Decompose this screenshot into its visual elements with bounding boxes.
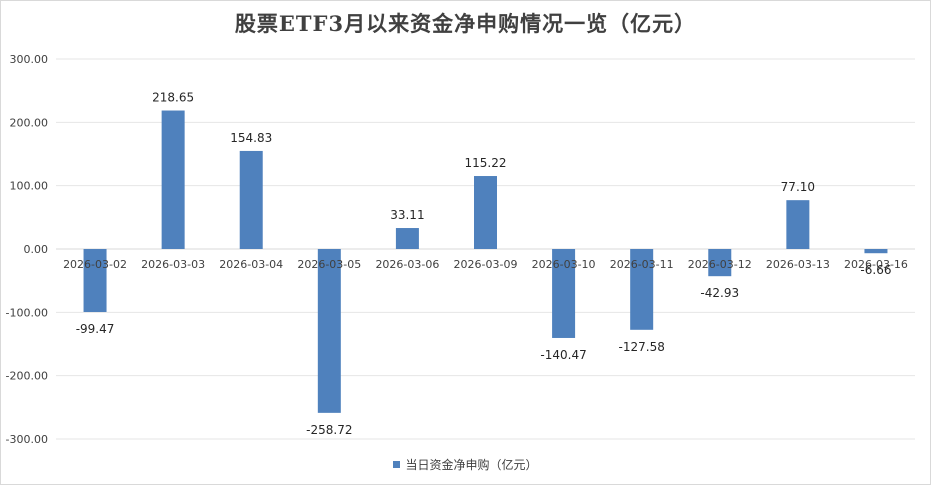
bar-2026-03-05 (317, 249, 341, 413)
y-tick-label: 200.00 (10, 116, 49, 129)
y-tick-label: -300.00 (6, 433, 48, 446)
y-tick-label: 300.00 (10, 53, 49, 66)
data-label: 33.11 (390, 208, 424, 222)
data-label: 77.10 (781, 180, 815, 194)
chart-title: 股票ETF3月以来资金净申购情况一览（亿元） (234, 11, 697, 36)
x-category-label: 2026-03-12 (688, 258, 752, 271)
x-category-label: 2026-03-02 (63, 258, 127, 271)
legend-label: 当日资金净申购（亿元） (405, 458, 538, 472)
x-category-label: 2026-03-16 (844, 258, 908, 271)
bar-2026-03-04 (239, 150, 263, 249)
category-labels: 2026-03-02 2026-03-03 2026-03-04 2026-03-05… (63, 258, 908, 271)
bar-2026-03-03 (161, 110, 185, 249)
y-tick-label: -200.00 (6, 370, 48, 383)
data-label: -127.58 (619, 340, 665, 354)
y-tick-label: 0.00 (24, 243, 49, 256)
data-label: -140.47 (540, 348, 586, 362)
bars (83, 110, 888, 413)
data-label: 115.22 (465, 156, 507, 170)
data-label: 154.83 (230, 131, 272, 145)
y-tick-label: -100.00 (6, 306, 48, 319)
x-category-label: 2026-03-09 (454, 258, 518, 271)
bar-2026-03-16 (864, 249, 888, 254)
bar-2026-03-09 (474, 176, 497, 249)
data-label: 218.65 (152, 91, 194, 105)
legend-swatch (393, 461, 401, 468)
data-labels: -99.47 218.65 154.83 -258.72 33.11 115.22 -140… (76, 91, 892, 437)
y-axis-ticks: 300.00 200.00 100.00 0.00 -100.00 -200.00 -300… (6, 53, 48, 446)
bar-2026-03-12 (708, 249, 732, 277)
bar-2026-03-06 (395, 228, 419, 249)
x-category-label: 2026-03-10 (532, 258, 596, 271)
y-tick-label: 100.00 (10, 180, 49, 193)
bar-2026-03-10 (552, 249, 576, 338)
bar-2026-03-13 (786, 200, 810, 249)
data-label: -42.93 (700, 286, 739, 300)
x-category-label: 2026-03-05 (297, 258, 361, 271)
bar-2026-03-02 (83, 249, 107, 312)
legend: 当日资金净申购（亿元） (0, 456, 931, 473)
data-label: -99.47 (76, 322, 115, 336)
bar-2026-03-11 (630, 249, 654, 330)
data-label: -6.66 (860, 263, 891, 277)
data-label: -258.72 (306, 423, 352, 437)
x-category-label: 2026-03-06 (375, 258, 439, 271)
x-category-label: 2026-03-04 (219, 258, 283, 271)
x-category-label: 2026-03-11 (610, 258, 674, 271)
x-category-label: 2026-03-13 (766, 258, 830, 271)
x-category-label: 2026-03-03 (141, 258, 205, 271)
